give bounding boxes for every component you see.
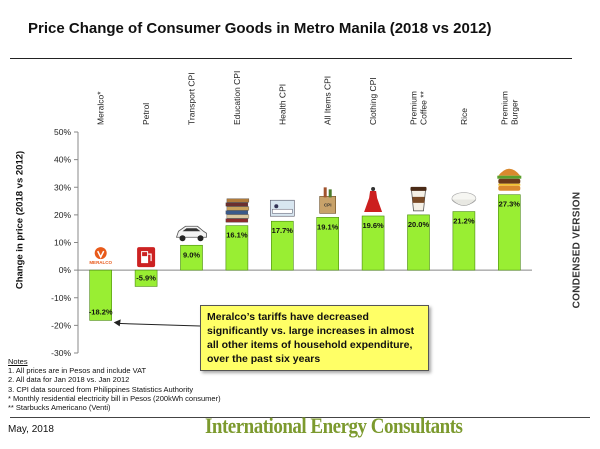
y-tick-label: -30% bbox=[51, 348, 71, 358]
bar bbox=[89, 269, 112, 321]
callout-arrow bbox=[117, 322, 201, 327]
y-tick-label: 10% bbox=[54, 238, 71, 248]
bar bbox=[180, 244, 203, 271]
y-tick-label: -10% bbox=[51, 293, 71, 303]
note-item: ** Starbucks Americano (Venti) bbox=[8, 403, 111, 413]
category-label: Meralco* bbox=[96, 91, 106, 125]
note-item: 2. All data for Jan 2018 vs. Jan 2012 bbox=[8, 375, 130, 385]
note-item: * Monthly residential electricity bill i… bbox=[8, 393, 221, 403]
y-tick-label: 30% bbox=[54, 182, 71, 192]
meralco-callout: Meralco’s tariffs have decreased signifi… bbox=[200, 305, 429, 371]
category-label: PremiumCoffee ** bbox=[409, 90, 429, 125]
category-label: Rice bbox=[459, 108, 469, 125]
bar-value-label: 27.3% bbox=[499, 200, 521, 209]
meralco-logo-icon: MERALCO bbox=[89, 247, 113, 265]
bar-value-label: 21.2% bbox=[453, 217, 475, 226]
books-icon bbox=[225, 198, 250, 223]
note-item: 1. All prices are in Pesos and include V… bbox=[8, 366, 147, 376]
company-name: International Energy Consultants bbox=[205, 414, 463, 439]
notes-title: Notes bbox=[8, 357, 28, 366]
burger-icon bbox=[497, 168, 522, 191]
y-tick-label: -20% bbox=[51, 320, 71, 330]
svg-text:CPI: CPI bbox=[324, 202, 332, 207]
bar-value-label: 20.0% bbox=[408, 220, 430, 229]
bar bbox=[270, 220, 294, 271]
bar bbox=[225, 225, 249, 271]
bar bbox=[134, 269, 158, 287]
bar-value-label: -18.2% bbox=[89, 307, 113, 316]
category-label: Petrol bbox=[141, 103, 151, 125]
category-label: All Items CPI bbox=[323, 76, 333, 125]
footer-date: May, 2018 bbox=[8, 424, 54, 435]
hospital-bed-icon bbox=[269, 199, 295, 217]
category-label: Transport CPI bbox=[187, 72, 197, 125]
rice-bowl-icon bbox=[451, 192, 477, 206]
bar-value-label: -5.9% bbox=[136, 273, 156, 282]
category-label: Clothing CPI bbox=[368, 77, 378, 125]
dress-icon bbox=[364, 186, 383, 212]
bar-value-label: 16.1% bbox=[226, 231, 248, 240]
notes-block: Notes 1. All prices are in Pesos and inc… bbox=[8, 357, 221, 412]
category-label: Health CPI bbox=[277, 84, 287, 125]
side-label-box: CONDENSED VERSION bbox=[567, 150, 587, 350]
y-axis-title: Change in price (2018 vs 2012) bbox=[14, 150, 26, 290]
note-item: 3. CPI data sourced from Philippines Sta… bbox=[8, 384, 194, 394]
bar bbox=[407, 214, 430, 271]
y-axis-title-box: Change in price (2018 vs 2012) bbox=[10, 151, 30, 289]
bar bbox=[452, 211, 476, 271]
shopping-bag-icon: CPI bbox=[319, 187, 337, 214]
chart-title: Price Change of Consumer Goods in Metro … bbox=[28, 20, 492, 37]
coffee-cup-icon bbox=[410, 186, 427, 212]
category-label: Education CPI bbox=[232, 71, 242, 125]
bar bbox=[361, 215, 385, 271]
bar-value-label: 19.1% bbox=[317, 222, 339, 231]
category-label: PremiumBurger bbox=[499, 91, 519, 125]
title-divider bbox=[10, 58, 572, 59]
y-tick-label: 20% bbox=[54, 210, 71, 220]
svg-text:MERALCO: MERALCO bbox=[89, 260, 112, 265]
y-tick-label: 40% bbox=[54, 155, 71, 165]
condensed-version-label: CONDENSED VERSION bbox=[571, 191, 583, 309]
car-icon bbox=[175, 225, 207, 242]
bar bbox=[316, 217, 340, 271]
footer-divider bbox=[10, 417, 590, 418]
bar-value-label: 19.6% bbox=[362, 221, 384, 230]
bar-value-label: 17.7% bbox=[272, 226, 294, 235]
y-tick-label: 0% bbox=[59, 265, 72, 275]
fuel-pump-icon bbox=[137, 247, 156, 268]
bar-value-label: 9.0% bbox=[183, 250, 200, 259]
y-tick-label: 50% bbox=[54, 127, 71, 137]
bar bbox=[497, 194, 521, 271]
callout-arrowhead bbox=[113, 319, 121, 327]
